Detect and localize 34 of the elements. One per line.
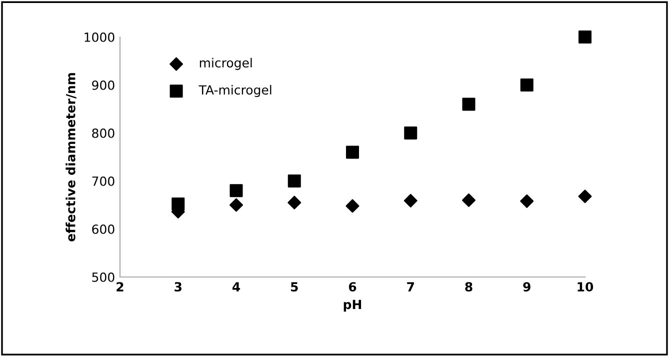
y-tick-label: 700: [92, 176, 114, 186]
x-tick-label: 10: [578, 282, 594, 292]
point: [578, 30, 592, 44]
point: [404, 126, 418, 140]
x-tick-label: 9: [523, 282, 530, 292]
legend-label: microgel: [200, 58, 252, 70]
x-axis-title: pH: [344, 300, 362, 312]
point: [462, 193, 476, 207]
x-tick-label: 7: [407, 282, 414, 292]
x-tick-label: 3: [174, 282, 182, 292]
point: [230, 184, 243, 198]
y-tick-label: 600: [92, 224, 114, 234]
legend-label: TA-microgel: [198, 84, 272, 98]
x-tick-label: 6: [348, 282, 356, 292]
point: [172, 198, 185, 211]
point: [346, 199, 360, 213]
x-tick-label: 2: [116, 282, 124, 292]
x-tick-label: 8: [465, 282, 472, 292]
y-tick-label: 500: [92, 272, 114, 282]
point: [520, 78, 534, 92]
y-tick-label: 1000: [84, 32, 114, 42]
point: [462, 98, 476, 111]
y-axis-title: effective diammeter/nm: [66, 73, 76, 242]
x-tick-label: 4: [232, 282, 240, 292]
point: [288, 196, 302, 210]
point: [288, 174, 301, 188]
point: [404, 194, 418, 208]
y-tick-label: 800: [92, 128, 114, 138]
point: [346, 146, 360, 159]
y-tick-label: 900: [92, 80, 114, 90]
x-tick-label: 5: [290, 282, 298, 292]
point: [578, 190, 592, 204]
point: [230, 198, 243, 212]
point: [520, 194, 534, 208]
